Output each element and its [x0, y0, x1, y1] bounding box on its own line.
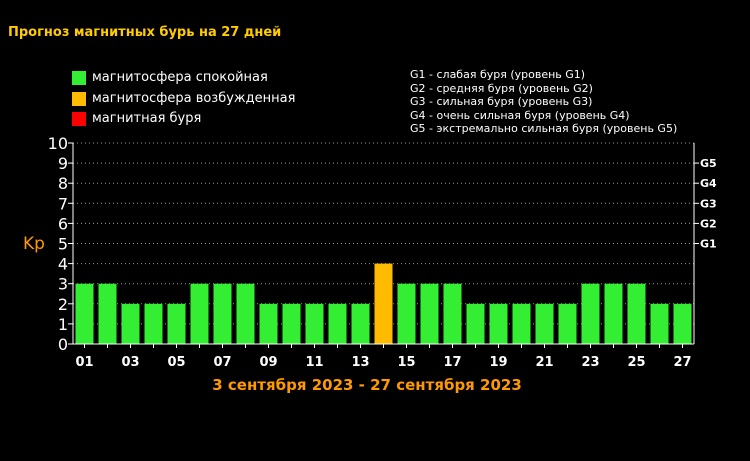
- x-tick-label-27: 27: [673, 355, 691, 370]
- x-tick-label-19: 19: [489, 355, 507, 370]
- x-tick-label-15: 15: [397, 355, 415, 370]
- bar-day-01: [75, 283, 94, 344]
- y-tick-label-10: 10: [48, 134, 68, 153]
- legend-swatch-excited: [72, 92, 86, 106]
- x-tick-label-25: 25: [627, 355, 645, 370]
- x-tick-label-01: 01: [75, 355, 93, 370]
- g-tick-label-G4: G4: [700, 177, 717, 190]
- g-tick-label-G3: G3: [700, 197, 717, 210]
- x-tick-label-07: 07: [213, 355, 231, 370]
- bar-day-23: [581, 283, 600, 344]
- x-tick-label-05: 05: [167, 355, 185, 370]
- g-level-g5: G5 - экстремально сильная буря (уровень …: [410, 122, 678, 135]
- y-tick-label-3: 3: [58, 275, 68, 294]
- legend-label-storm: магнитная буря: [92, 111, 202, 126]
- x-tick-label-11: 11: [305, 355, 323, 370]
- bar-day-10: [282, 303, 301, 344]
- g-tick-label-G5: G5: [700, 157, 717, 170]
- bar-day-07: [213, 283, 232, 344]
- g-level-g4: G4 - очень сильная буря (уровень G4): [410, 108, 630, 122]
- y-tick-label-5: 5: [58, 235, 68, 254]
- bars: [75, 263, 692, 344]
- y-tick-label-2: 2: [58, 295, 68, 314]
- bar-day-13: [351, 303, 370, 344]
- g-level-g1: G1 - слабая буря (уровень G1): [410, 68, 586, 81]
- bar-day-24: [604, 283, 623, 344]
- legend-swatch-calm: [72, 71, 86, 85]
- page-title: Прогноз магнитных бурь на 27 дней: [8, 25, 282, 40]
- bar-day-17: [443, 283, 462, 344]
- x-tick-label-03: 03: [121, 355, 139, 370]
- g-level-g2: G2 - средняя буря (уровень G2): [410, 81, 593, 95]
- y-tick-label-8: 8: [58, 174, 68, 193]
- bar-day-11: [305, 303, 324, 344]
- bar-day-12: [328, 303, 347, 344]
- bar-day-04: [144, 303, 163, 344]
- bar-day-26: [650, 303, 669, 344]
- x-tick-label-23: 23: [581, 355, 599, 370]
- bar-day-19: [489, 303, 508, 344]
- g-level-g3: G3 - сильная буря (уровень G3): [410, 95, 593, 108]
- bar-day-21: [535, 303, 554, 344]
- x-tick-label-09: 09: [259, 355, 277, 370]
- legend-label-excited: магнитосфера возбужденная: [92, 91, 296, 106]
- date-range-label: 3 сентября 2023 - 27 сентября 2023: [212, 376, 522, 394]
- y-tick-label-4: 4: [58, 255, 68, 274]
- bar-day-14: [374, 263, 393, 344]
- g-level-legend: G1 - слабая буря (уровень G1) G2 - средн…: [410, 68, 677, 136]
- y-tick-label-9: 9: [58, 154, 68, 173]
- bar-day-27: [673, 303, 692, 344]
- legend-label-calm: магнитосфера спокойная: [92, 70, 268, 85]
- legend-swatch-storm: [72, 112, 86, 126]
- x-tick-label-17: 17: [443, 355, 461, 370]
- y-tick-label-1: 1: [58, 315, 68, 334]
- bar-day-18: [466, 303, 485, 344]
- g-tick-label-G1: G1: [700, 238, 717, 251]
- bar-day-16: [420, 283, 439, 344]
- bar-day-09: [259, 303, 278, 344]
- bar-day-20: [512, 303, 531, 344]
- bar-day-22: [558, 303, 577, 344]
- bar-day-02: [98, 283, 117, 344]
- bar-day-06: [190, 283, 209, 344]
- x-tick-label-21: 21: [535, 355, 553, 370]
- y-tick-label-7: 7: [58, 194, 68, 213]
- g-tick-label-G2: G2: [700, 217, 717, 230]
- bar-day-08: [236, 283, 255, 344]
- bar-day-15: [397, 283, 416, 344]
- y-axis-label: Kp: [23, 234, 45, 254]
- bar-day-03: [121, 303, 140, 344]
- y-tick-label-0: 0: [58, 335, 68, 354]
- axes: [68, 142, 699, 348]
- x-tick-label-13: 13: [351, 355, 369, 370]
- y-tick-label-6: 6: [58, 214, 68, 233]
- bar-day-25: [627, 283, 646, 344]
- bar-day-05: [167, 303, 186, 344]
